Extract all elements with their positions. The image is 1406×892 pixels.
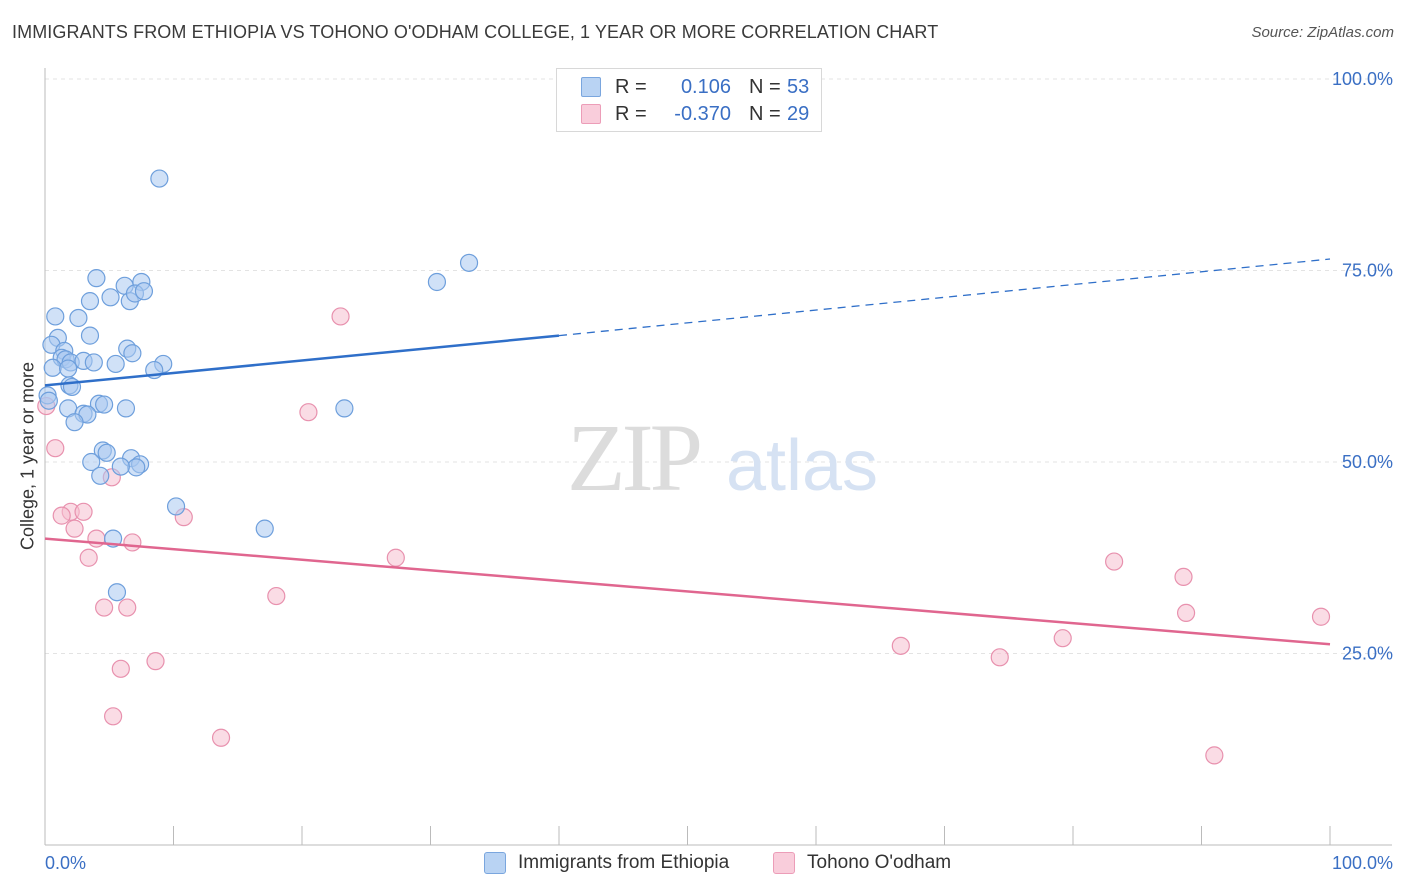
tohono-point-9 [65,519,84,538]
legend-swatch-pink [773,852,795,874]
ethiopia-point-28 [59,359,78,378]
tohono-point-25 [111,659,130,678]
tohono-point-15 [1174,567,1193,587]
legend-item-ethiopia[interactable]: Immigrants from Ethiopia [484,852,729,874]
legend-row-ethiopia: R = 0.106 N = 53 [581,75,809,99]
tohono-point-12 [79,548,98,567]
ethiopia-point-13 [80,326,100,345]
legend-r-value-tohono: -0.370 [674,102,731,125]
ethiopia-point-37 [335,399,354,418]
ethiopia-point-34 [95,395,114,414]
tohono-point-16 [267,586,286,606]
ethiopia-point-23 [84,353,103,372]
series-tohono-points [37,307,1331,765]
ethiopia-point-10 [134,282,154,301]
grid-lines [45,78,1392,654]
tohono-point-19 [1176,603,1196,623]
legend-swatch-blue [484,852,506,874]
watermark: ZIP atlas [567,404,878,511]
x-tick-label-0: 0.0% [45,853,86,873]
y-tick-label-0: 25.0% [1342,644,1393,664]
ethiopia-point-52 [107,583,127,602]
series-ethiopia-points [38,169,479,602]
source-credit: Source: ZipAtlas.com [1251,24,1394,41]
tohono-point-20 [1311,607,1331,626]
tohono-point-18 [118,598,137,617]
ethiopia-point-6 [80,292,100,311]
watermark-zip: ZIP [567,404,700,511]
legend-n-value-ethiopia: 53 [787,75,810,98]
ethiopia-point-2 [427,272,447,292]
y-tick-label-2: 75.0% [1342,261,1393,281]
x-tick-label-1: 100.0% [1332,853,1393,873]
ethiopia-point-0 [150,169,169,188]
ethiopia-point-1 [459,253,479,272]
tohono-point-2 [299,403,318,422]
tohono-point-27 [211,728,231,747]
tohono-point-23 [990,648,1009,667]
legend-r-label: R = [615,75,647,98]
ethiopia-point-40 [65,413,84,432]
tohono-point-3 [46,439,65,458]
ethiopia-point-32 [39,391,58,410]
legend-n-label: N = [749,102,781,125]
tohono-point-11 [123,533,142,552]
chart-title: IMMIGRANTS FROM ETHIOPIA VS TOHONO O'ODH… [12,22,939,42]
ethiopia-point-46 [127,458,146,477]
ethiopia-point-36 [116,399,136,418]
y-axis-label: College, 1 year or more [17,361,38,551]
y-tick-label-3: 100.0% [1332,69,1393,89]
ethiopia-point-50 [255,519,274,538]
ethiopia-point-12 [69,308,88,328]
tohono-point-26 [104,707,123,726]
legend-r-label: R = [615,102,647,125]
tohono-point-13 [386,548,405,567]
tick-labels: 25.0% 50.0% 75.0% 100.0% 0.0% 100.0% [45,69,1393,873]
ethiopia-point-27 [43,358,62,377]
legend-swatch-pink [581,104,601,124]
ethiopia-point-24 [106,354,125,374]
ethiopia-point-3 [87,269,106,288]
tohono-point-6 [74,502,93,521]
correlation-legend: R = 0.106 N = 53 R = -0.370 N = 29 [556,68,822,132]
tohono-point-7 [52,506,71,525]
tohono-point-14 [1105,552,1124,571]
ethiopia-point-42 [97,443,116,462]
tohono-point-28 [1205,746,1224,765]
legend-label-tohono: Tohono O'odham [807,852,952,873]
legend-n-value-tohono: 29 [787,102,810,125]
ethiopia-point-49 [166,497,186,516]
legend-row-tohono: R = -0.370 N = 29 [581,102,809,126]
tohono-point-17 [95,598,114,617]
ethiopia-point-44 [82,452,101,472]
tohono-trend [44,537,1331,646]
series-legend: Immigrants from Ethiopia Tohono O'odham [0,852,1406,878]
tohono-point-24 [146,652,165,671]
legend-item-tohono[interactable]: Tohono O'odham [773,852,951,874]
tohono-point-21 [1053,629,1072,648]
y-tick-label-1: 50.0% [1342,452,1393,472]
legend-n-label: N = [749,75,781,98]
watermark-atlas: atlas [726,426,878,506]
ethiopia-point-47 [111,457,130,476]
ethiopia-trend-dashed [558,258,1331,337]
ethiopia-point-7 [101,288,120,307]
ethiopia-point-48 [91,466,110,485]
ethiopia-trend-solid [44,334,560,387]
trend-lines [44,258,1331,646]
legend-label-ethiopia: Immigrants from Ethiopia [518,852,730,873]
legend-r-value-ethiopia: 0.106 [680,75,731,98]
tohono-point-0 [331,307,350,326]
ethiopia-point-18 [123,344,142,363]
tohono-point-22 [891,636,910,655]
ethiopia-point-11 [46,307,65,326]
axes [44,68,1392,846]
legend-swatch-blue [581,77,601,97]
